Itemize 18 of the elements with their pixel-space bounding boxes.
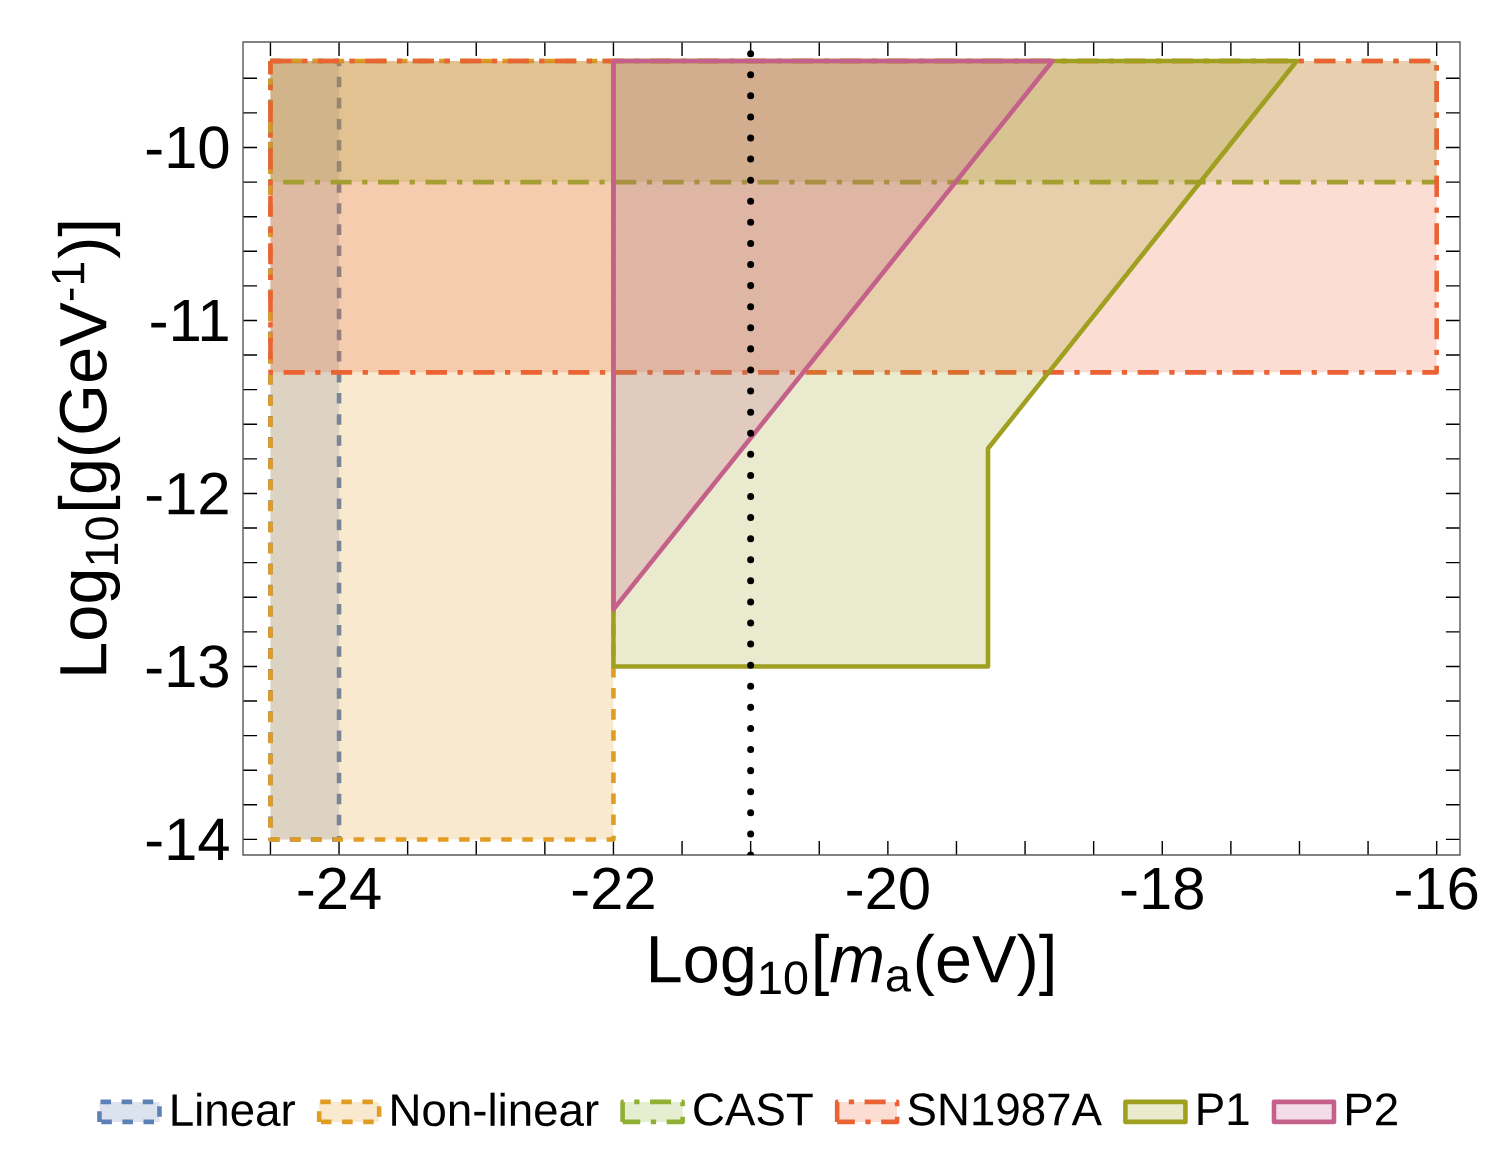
y-tick-label: -13 xyxy=(146,645,228,688)
y-tick-label: -10 xyxy=(146,126,229,169)
legend-label: Non-linear xyxy=(392,1092,599,1127)
x-tick-label: -20 xyxy=(847,867,929,910)
legend-label: P1 xyxy=(1198,1093,1249,1125)
y-tick-label: -14 xyxy=(146,818,229,860)
y-tick-label: -12 xyxy=(146,472,228,515)
legend-label: Linear xyxy=(172,1092,295,1127)
x-axis-title: Log$_{10}$[m$_{a}$(eV)] xyxy=(651,933,1053,997)
legend-label: SN1987A xyxy=(908,1093,1102,1126)
x-tick-label: -18 xyxy=(1121,867,1203,910)
legend-label: P2 xyxy=(1347,1093,1397,1126)
legend-label: CAST xyxy=(694,1093,813,1126)
x-tick-label: -24 xyxy=(298,867,381,910)
y-axis-title: Log$_{10}$[g(GeV$^{-1}$)] xyxy=(52,222,121,674)
x-tick-label: -22 xyxy=(572,867,654,910)
y-tick-label: -11 xyxy=(151,299,228,342)
x-tick-label: -16 xyxy=(1396,867,1478,910)
